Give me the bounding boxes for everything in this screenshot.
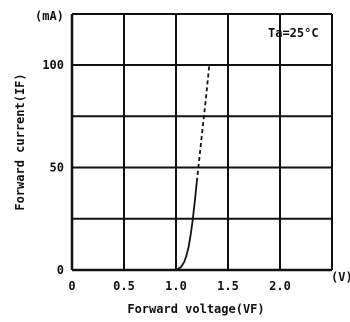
x-tick-label: 1.5 — [217, 279, 239, 293]
series-group — [175, 64, 211, 271]
condition-annotation: Ta=25°C — [268, 26, 319, 40]
x-tick-label: 1.0 — [165, 279, 187, 293]
y-tick-label: 100 — [42, 58, 64, 72]
y-tick-labels: 0 50 100 — [42, 58, 64, 277]
x-unit-label: (V) — [331, 270, 350, 284]
x-tick-label: 2.0 — [269, 279, 291, 293]
x-tick-labels: 0 0.5 1.0 1.5 2.0 — [68, 279, 290, 293]
series-line-dashed — [195, 64, 211, 182]
y-axis-title: Forward current(IF) — [13, 73, 27, 210]
grid — [70, 13, 333, 272]
x-axis-title: Forward voltage(VF) — [127, 302, 264, 316]
y-tick-label: 0 — [57, 263, 64, 277]
series-line-solid — [175, 181, 198, 271]
x-tick-label: 0 — [68, 279, 75, 293]
y-unit-label: (mA) — [35, 9, 64, 23]
y-tick-label: 50 — [50, 161, 64, 175]
x-tick-label: 0.5 — [113, 279, 135, 293]
